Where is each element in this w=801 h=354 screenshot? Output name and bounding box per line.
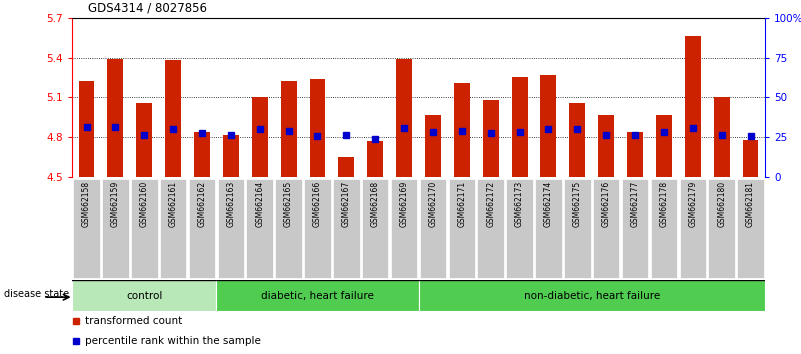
Bar <box>685 36 701 177</box>
Bar <box>107 59 123 177</box>
Bar <box>737 179 764 278</box>
Bar <box>743 140 759 177</box>
Bar <box>598 115 614 177</box>
Bar <box>535 179 562 278</box>
Bar <box>223 135 239 177</box>
Bar <box>276 179 302 278</box>
Bar <box>78 81 95 177</box>
Text: GDS4314 / 8027856: GDS4314 / 8027856 <box>88 1 207 14</box>
Bar <box>420 179 446 278</box>
Text: GSM662177: GSM662177 <box>630 181 639 227</box>
Bar <box>564 179 590 278</box>
Bar <box>418 280 765 311</box>
Text: GSM662170: GSM662170 <box>429 181 437 227</box>
Text: GSM662181: GSM662181 <box>746 181 755 227</box>
Bar <box>593 179 619 278</box>
Bar <box>425 115 441 177</box>
Text: GSM662168: GSM662168 <box>371 181 380 227</box>
Bar <box>477 179 504 278</box>
Text: GSM662179: GSM662179 <box>688 181 698 227</box>
Text: GSM662173: GSM662173 <box>515 181 524 227</box>
Bar <box>73 179 100 278</box>
Text: GSM662165: GSM662165 <box>284 181 293 227</box>
Bar <box>449 179 475 278</box>
Bar <box>309 79 325 177</box>
Bar <box>483 100 499 177</box>
Bar <box>102 179 129 278</box>
Text: GSM662172: GSM662172 <box>486 181 495 227</box>
Bar <box>304 179 331 278</box>
Text: GSM662174: GSM662174 <box>544 181 553 227</box>
Text: GSM662169: GSM662169 <box>400 181 409 227</box>
Text: GSM662161: GSM662161 <box>169 181 178 227</box>
Bar <box>72 280 216 311</box>
Bar <box>679 179 706 278</box>
Bar <box>136 103 152 177</box>
Text: percentile rank within the sample: percentile rank within the sample <box>85 336 260 346</box>
Bar <box>454 83 469 177</box>
Text: GSM662163: GSM662163 <box>227 181 235 227</box>
Bar <box>280 81 296 177</box>
Text: transformed count: transformed count <box>85 316 182 326</box>
Bar <box>338 157 354 177</box>
Bar <box>368 141 383 177</box>
Bar <box>189 179 215 278</box>
Bar <box>160 179 187 278</box>
Bar <box>512 78 528 177</box>
Bar <box>714 97 730 177</box>
Bar <box>622 179 648 278</box>
Bar <box>391 179 417 278</box>
Bar <box>708 179 735 278</box>
Text: control: control <box>126 291 163 301</box>
Text: GSM662158: GSM662158 <box>82 181 91 227</box>
Bar <box>165 60 181 177</box>
Text: GSM662171: GSM662171 <box>457 181 466 227</box>
Bar <box>218 179 244 278</box>
Text: non-diabetic, heart failure: non-diabetic, heart failure <box>524 291 660 301</box>
Text: GSM662164: GSM662164 <box>256 181 264 227</box>
Bar <box>396 59 412 177</box>
Bar <box>194 132 210 177</box>
Text: GSM662178: GSM662178 <box>659 181 668 227</box>
Bar <box>656 115 672 177</box>
Text: GSM662166: GSM662166 <box>313 181 322 227</box>
Text: GSM662160: GSM662160 <box>139 181 149 227</box>
Text: GSM662162: GSM662162 <box>198 181 207 227</box>
Bar <box>541 75 557 177</box>
Text: GSM662175: GSM662175 <box>573 181 582 227</box>
Bar <box>627 132 643 177</box>
Text: GSM662167: GSM662167 <box>342 181 351 227</box>
Text: GSM662176: GSM662176 <box>602 181 610 227</box>
Bar <box>506 179 533 278</box>
Bar <box>333 179 360 278</box>
Text: GSM662159: GSM662159 <box>111 181 120 227</box>
Text: GSM662180: GSM662180 <box>717 181 727 227</box>
Text: diabetic, heart failure: diabetic, heart failure <box>261 291 374 301</box>
Bar <box>131 179 158 278</box>
Text: disease state: disease state <box>4 289 69 299</box>
Bar <box>252 97 268 177</box>
Bar <box>570 103 586 177</box>
Bar <box>650 179 677 278</box>
Bar <box>216 280 418 311</box>
Bar <box>247 179 273 278</box>
Bar <box>362 179 388 278</box>
